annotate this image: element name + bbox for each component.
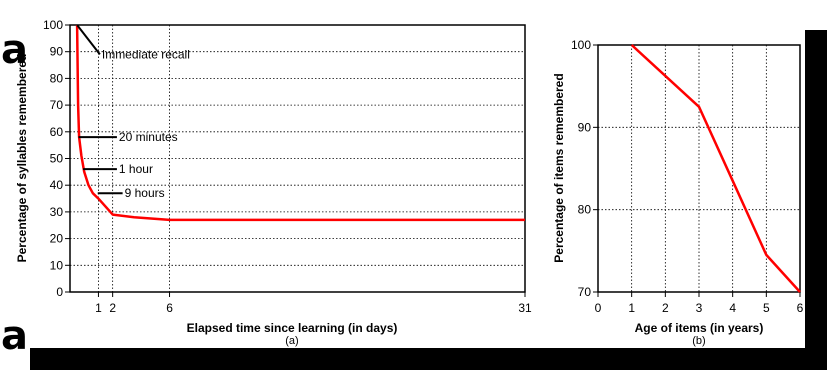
- y-axis-title: Percentage of syllables remembered: [15, 54, 29, 263]
- annotation-label: 20 minutes: [119, 130, 178, 144]
- figure-caption: (b): [692, 335, 705, 347]
- black-frame-right: [805, 30, 827, 370]
- x-axis-title: Age of items (in years): [635, 321, 764, 335]
- x-tick-label: 5: [763, 301, 770, 315]
- y-tick-label: 50: [50, 152, 64, 166]
- y-tick-label: 60: [50, 125, 64, 139]
- x-tick-label: 31: [518, 301, 532, 315]
- chart-b-retention-by-age: 70 80 90 100 0 1 2 3 4 5 6 Age of items (in years)(…: [552, 38, 804, 347]
- y-tick-label: 70: [578, 285, 592, 299]
- y-tick-label: 70: [50, 98, 64, 112]
- cropped-letter-top: a: [1, 27, 28, 73]
- figure-caption: (a): [285, 335, 298, 347]
- y-tick-label: 10: [50, 258, 64, 272]
- x-tick-label: 2: [662, 301, 669, 315]
- black-frame-bottom: [30, 348, 827, 370]
- y-tick-label: 20: [50, 232, 64, 246]
- y-tick-label: 40: [50, 178, 64, 192]
- x-tick-label: 3: [696, 301, 703, 315]
- series-line: [75, 24, 525, 222]
- x-tick-label: 1: [628, 301, 635, 315]
- y-tick-label: 90: [578, 120, 592, 134]
- y-axis-title: Percentage of items remembered: [552, 73, 566, 262]
- x-tick-label: 2: [109, 301, 116, 315]
- annotation-label: Immediate recall: [102, 47, 190, 61]
- x-tick-label: 0: [595, 301, 602, 315]
- cropped-letter-bottom: a: [1, 313, 28, 359]
- x-tick-label: 1: [95, 301, 102, 315]
- x-tick-label: 6: [797, 301, 804, 315]
- y-tick-label: 0: [56, 285, 63, 299]
- y-tick-label: 90: [50, 45, 64, 59]
- chart-a-forgetting-curve: 0 10 20 30 40 50 60 70 80 90 100 1 2 6 31 Immediate rec…: [15, 18, 532, 347]
- series-line: [630, 44, 801, 293]
- x-tick-label: 4: [729, 301, 736, 315]
- y-tick-label: 80: [50, 71, 64, 85]
- annotation-label: 1 hour: [119, 162, 153, 176]
- annotation-label: 9 hours: [125, 186, 165, 200]
- y-tick-label: 100: [43, 18, 63, 32]
- annotation-leader: [76, 24, 101, 55]
- y-tick-label: 100: [571, 38, 591, 52]
- x-tick-label: 6: [166, 301, 173, 315]
- y-tick-label: 30: [50, 205, 64, 219]
- y-tick-label: 80: [578, 203, 592, 217]
- x-axis-title: Elapsed time since learning (in days): [187, 321, 398, 335]
